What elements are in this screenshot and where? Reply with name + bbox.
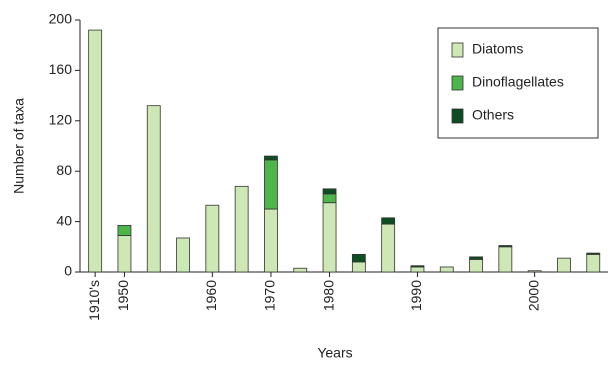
bar-segment	[146, 105, 161, 273]
bar-segment	[88, 29, 103, 273]
x-tick-label: 1970	[262, 280, 278, 311]
legend-swatch	[451, 108, 464, 124]
bar-segment	[527, 270, 542, 273]
x-tick-label: 1910's	[86, 280, 102, 321]
y-tick-label: 80	[56, 162, 72, 178]
bar-segment	[264, 159, 278, 210]
y-tick-label: 120	[49, 112, 73, 128]
bar-segment	[264, 155, 278, 161]
x-tick-label: 1990	[408, 280, 424, 311]
bar-segment	[586, 253, 601, 273]
bar-segment	[322, 202, 337, 273]
legend-label: Dinoflagellates	[472, 74, 564, 90]
bar-segment	[381, 223, 396, 273]
x-tick-label: 1960	[203, 280, 219, 311]
y-tick-label: 200	[49, 11, 73, 27]
bar-segment	[234, 185, 249, 273]
bar-segment	[293, 267, 308, 273]
bar-segment	[351, 253, 366, 263]
bar-segment	[410, 265, 425, 268]
legend-swatch	[451, 42, 464, 58]
bar-segment	[264, 208, 278, 273]
y-tick-label: 0	[64, 263, 72, 279]
bar-segment	[469, 258, 483, 273]
legend-label: Diatoms	[472, 41, 523, 57]
bar-segment	[205, 204, 220, 273]
bar-segment	[176, 237, 190, 273]
bar-segment	[439, 266, 454, 273]
bar-segment	[498, 246, 513, 273]
bar-segment	[586, 252, 601, 255]
x-tick-label: 2000	[525, 280, 541, 311]
bar-segment	[117, 235, 132, 273]
legend-box	[437, 27, 599, 139]
bar-segment	[117, 224, 132, 236]
y-tick-label: 40	[56, 212, 72, 228]
y-tick-label: 160	[49, 61, 73, 77]
bar-segment	[322, 193, 337, 204]
bar-segment	[469, 256, 483, 260]
x-axis-title: Years	[317, 345, 352, 361]
bar-segment	[410, 266, 425, 273]
y-axis-title: Number of taxa	[11, 98, 27, 194]
legend-swatch	[451, 75, 464, 91]
bar-segment	[381, 217, 396, 225]
x-tick-label: 1950	[115, 280, 131, 311]
legend-label: Others	[472, 107, 514, 123]
bar-segment	[498, 245, 513, 248]
bar-segment	[322, 188, 337, 195]
bar-segment	[557, 257, 571, 273]
x-tick-label: 1980	[320, 280, 336, 311]
bar-segment	[351, 261, 366, 273]
